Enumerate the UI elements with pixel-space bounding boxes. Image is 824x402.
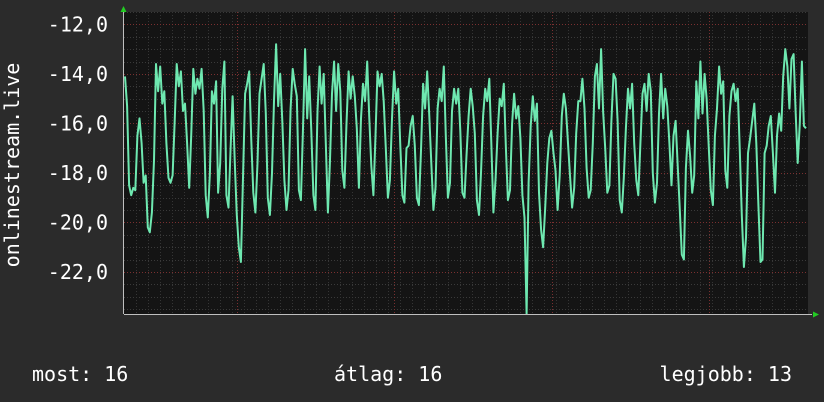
- axes: [120, 6, 819, 318]
- y-tick-label: -22,0: [48, 260, 108, 284]
- stat-best-label: legjobb:: [659, 362, 756, 386]
- y-tick-label: -12,0: [48, 12, 108, 36]
- y-axis-arrow: [120, 6, 127, 12]
- line-chart: -12,0-14,0-16,0-18,0-20,0-22,0 Week 29We…: [48, 6, 819, 322]
- y-tick-label: -18,0: [48, 161, 108, 185]
- stat-current-label: most:: [32, 362, 93, 386]
- y-tick-label: -14,0: [48, 62, 108, 86]
- stat-current-value: 16: [104, 362, 129, 386]
- y-axis-tick-labels: -12,0 -14,0 -16,0 -18,0 -20,0 -22,0: [48, 12, 108, 284]
- x-tick-label: Week 32: [667, 319, 751, 322]
- x-tick-label: Week 30: [352, 319, 436, 322]
- series-line: [124, 43, 807, 315]
- series-lines: [124, 43, 807, 315]
- y-tick-label: -20,0: [48, 210, 108, 234]
- stat-average-label: átlag:: [334, 362, 407, 386]
- stat-average-value: 16: [418, 362, 443, 386]
- stat-current: most: 16: [32, 362, 128, 386]
- stat-average: átlag: 16: [334, 362, 442, 386]
- x-tick-label: Week 31: [509, 319, 593, 322]
- x-axis-arrow: [813, 311, 819, 318]
- x-tick-label: Week 29: [195, 319, 279, 322]
- stat-best-value: 13: [767, 362, 792, 386]
- x-axis-tick-labels: Week 29 Week 30 Week 31 Week 32: [195, 319, 751, 322]
- y-tick-label: -16,0: [48, 111, 108, 135]
- stat-best: legjobb: 13: [660, 362, 792, 386]
